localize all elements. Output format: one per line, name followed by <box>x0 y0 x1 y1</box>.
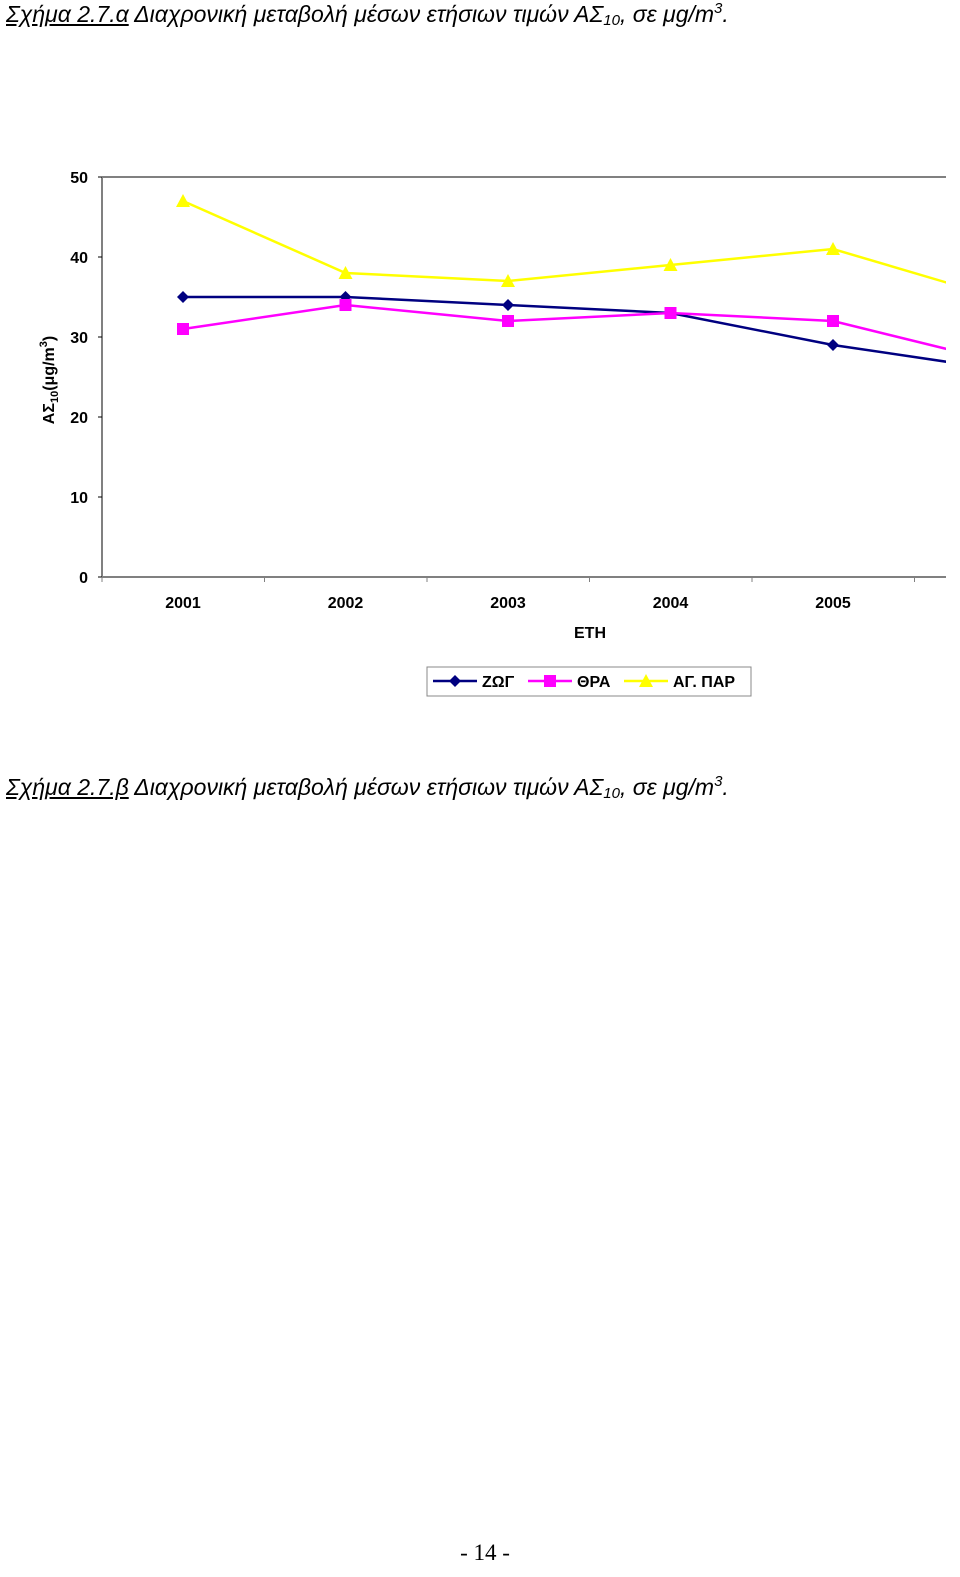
y-tick-label: 40 <box>70 250 88 267</box>
legend-marker <box>639 674 653 687</box>
y-axis-title-sup: 3 <box>38 341 50 347</box>
caption-text-b: Διαχρονική μεταβολή μέσων ετήσιων τιμών … <box>128 774 604 800</box>
series-2 <box>177 299 946 351</box>
legend-label: ΘΡΑ <box>577 674 611 691</box>
caption-text-a: Διαχρονική μεταβολή μέσων ετήσιων τιμών … <box>128 1 604 27</box>
data-point <box>338 266 353 279</box>
legend-box <box>426 666 752 697</box>
data-point <box>664 307 677 319</box>
y-axis-title-text: ΑΣ10(μg/m3) <box>38 336 61 424</box>
y-axis-title-unit: (μg/m <box>41 347 58 391</box>
legend-label: ΑΓ. ΠΑΡ <box>673 674 735 691</box>
caption-unit-a: , σε μg/m <box>619 1 715 27</box>
data-point <box>826 242 840 255</box>
figure-ref-b: Σχήμα 2.7.β <box>6 774 129 800</box>
y-tick-label: 20 <box>70 410 88 427</box>
page-number: - 14 - <box>460 1540 510 1565</box>
caption-sub-a: 10 <box>603 12 620 29</box>
figure-caption-b: Σχήμα 2.7.β Διαχρονική μεταβολή μέσων ετ… <box>6 773 729 801</box>
y-tick-label: 50 <box>70 170 88 187</box>
x-tick-label: 2001 <box>165 595 201 612</box>
data-point <box>502 315 514 327</box>
data-point <box>501 274 515 287</box>
data-point <box>827 315 839 327</box>
data-point <box>177 291 189 303</box>
data-point <box>176 194 190 207</box>
caption-sup-a: 3 <box>714 0 723 17</box>
x-tick-label: 2004 <box>653 595 689 612</box>
x-tick-label: 2005 <box>815 595 851 612</box>
y-tick-label: 30 <box>70 330 88 347</box>
data-point <box>827 339 839 351</box>
legend-label: ΖΩΓ <box>482 674 515 691</box>
series-line <box>183 295 946 363</box>
data-point <box>339 299 352 311</box>
y-axis-title-close: ) <box>41 336 58 341</box>
x-tick-label: 2003 <box>490 595 526 612</box>
y-axis-title-main: ΑΣ <box>41 403 58 425</box>
data-point <box>502 299 514 311</box>
series-line <box>182 199 946 284</box>
caption-end-a: . <box>722 1 729 27</box>
caption-sup-b: 3 <box>714 773 723 790</box>
legend-item: ΘΡΑ <box>528 674 611 691</box>
legend-marker <box>544 675 556 687</box>
legend: ΖΩΓ ΘΡΑ ΑΓ. ΠΑΡ <box>426 666 752 697</box>
series-1 <box>177 291 946 363</box>
x-tick-label: 2002 <box>328 595 364 612</box>
data-point <box>663 258 678 271</box>
legend-item: ΖΩΓ <box>433 674 515 691</box>
series-3 <box>176 194 946 287</box>
y-tick-label: 10 <box>70 490 88 507</box>
caption-unit-b: , σε μg/m <box>619 774 715 800</box>
caption-sub-b: 10 <box>603 785 620 802</box>
legend-item: ΑΓ. ΠΑΡ <box>624 674 735 691</box>
plot-area: 0 10 20 30 40 50 2001 2002 2003 2004 2005 <box>70 170 946 612</box>
y-axis-title: ΑΣ10(μg/m3) <box>38 336 61 424</box>
figure-ref-a: Σχήμα 2.7.α <box>6 1 129 27</box>
y-axis-title-sub: 10 <box>49 391 61 403</box>
caption-end-b: . <box>722 774 729 800</box>
y-tick-label: 0 <box>79 570 88 587</box>
figure-caption-a: Σχήμα 2.7.α Διαχρονική μεταβολή μέσων ετ… <box>6 0 729 28</box>
series-line <box>182 303 946 351</box>
legend-marker <box>449 675 461 687</box>
x-axis-title: ΕΤΗ <box>574 625 606 642</box>
data-point <box>177 323 189 335</box>
